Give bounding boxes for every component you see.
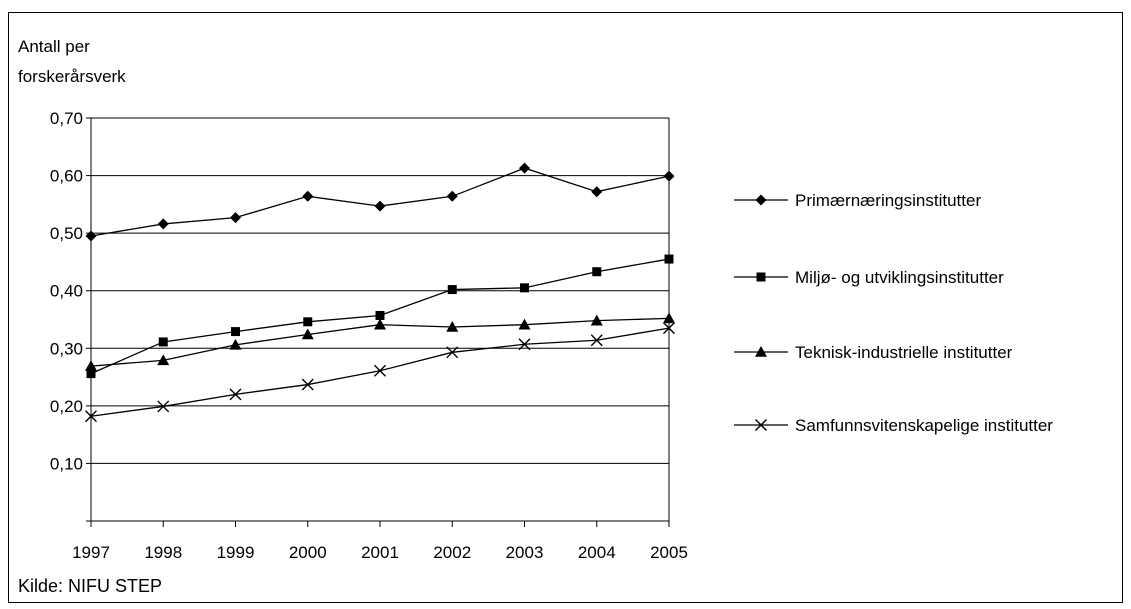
x-tick-label: 2004 [578, 543, 616, 562]
legend-label: Miljø- og utviklingsinstitutter [795, 268, 1004, 287]
x-marker-stroke [85, 410, 97, 423]
x-tick-label: 2000 [289, 543, 327, 562]
data-point [592, 267, 602, 277]
data-point [158, 337, 168, 347]
x-tick-label: 2003 [506, 543, 544, 562]
data-point [590, 314, 603, 326]
x-marker-stroke [590, 334, 603, 347]
data-point [664, 254, 674, 264]
data-point [663, 322, 675, 335]
x-tick-label: 2001 [361, 543, 399, 562]
y-tick-label: 0,60 [50, 167, 83, 186]
data-point [301, 378, 314, 391]
x-marker-stroke [755, 419, 767, 431]
series-square [86, 254, 674, 379]
data-point [447, 285, 457, 295]
data-point [157, 354, 170, 366]
x-marker-stroke [301, 378, 314, 391]
legend-entry: Samfunnsvitenskapelige institutter [734, 416, 1053, 435]
data-point [663, 312, 675, 324]
data-point [303, 317, 313, 327]
source-note: Kilde: NIFU STEP [18, 576, 163, 596]
data-point [229, 388, 242, 401]
x-tick-label: 2002 [433, 543, 471, 562]
data-point [518, 338, 531, 351]
legend-label: Teknisk-industrielle institutter [795, 343, 1013, 362]
data-point [302, 190, 314, 202]
y-tick-label: 0,20 [50, 397, 83, 416]
legend-marker [756, 272, 766, 282]
x-marker-stroke [374, 364, 386, 377]
y-tick-label: 0,10 [50, 454, 83, 473]
legend-label: Samfunnsvitenskapelige institutter [795, 416, 1053, 435]
data-point [85, 410, 97, 423]
data-point [446, 320, 459, 332]
data-point [518, 318, 531, 330]
x-marker-stroke [157, 400, 170, 413]
axis-layer: Antall per forskerårsverk 0,70 0,60 0,50 0,… [18, 37, 688, 562]
data-point [520, 283, 529, 293]
data-point [157, 218, 169, 230]
legend-entry: Miljø- og utviklingsinstitutter [734, 268, 1004, 287]
y-tick-label: 0,30 [50, 339, 83, 358]
x-tick-label: 1999 [217, 543, 255, 562]
data-point [374, 364, 386, 377]
legend-label: Primærnæringsinstitutter [795, 191, 981, 210]
y-tick-label: 0,50 [50, 224, 83, 243]
x-marker-stroke [663, 322, 675, 335]
y-axis-title-line1: Antall per [18, 37, 90, 56]
data-point [590, 334, 603, 347]
data-point [301, 328, 314, 340]
x-marker-stroke [446, 346, 459, 359]
data-point [85, 230, 97, 242]
legend-marker [755, 346, 767, 357]
data-point [374, 318, 386, 330]
data-point [229, 338, 242, 350]
data-point [663, 170, 675, 182]
x-marker-stroke [518, 338, 531, 351]
data-point [591, 186, 603, 198]
series-diamond [85, 162, 675, 242]
data-point [519, 162, 530, 174]
series-line [90, 327, 670, 417]
grid-layer [91, 117, 670, 521]
chart-frame [8, 12, 1123, 603]
data-point [86, 369, 96, 379]
data-point [375, 310, 385, 320]
y-axis-title-line2: forskerårsverk [18, 67, 126, 86]
data-point [230, 212, 241, 224]
x-marker-stroke [229, 388, 242, 401]
legend-entry: Teknisk-industrielle institutter [734, 343, 1013, 362]
legend-entry: Primærnæringsinstitutter [734, 191, 981, 210]
y-tick-label: 0,40 [50, 282, 83, 301]
data-point [374, 200, 386, 212]
legend-marker [755, 194, 767, 206]
x-tick-label: 2005 [650, 543, 688, 562]
y-tick-label: 0,70 [50, 109, 83, 128]
x-tick-label: 1998 [144, 543, 182, 562]
data-point [85, 360, 97, 371]
series-triangle [85, 312, 675, 371]
x-tick-label: 1997 [72, 543, 110, 562]
data-point [231, 327, 240, 337]
data-point [157, 400, 170, 413]
data-point [446, 190, 458, 202]
series-x [85, 322, 675, 423]
legend: Primærnæringsinstitutter Miljø- og utvikl… [734, 191, 1053, 435]
legend-marker [755, 419, 767, 431]
series-layer [85, 162, 675, 423]
data-point [446, 346, 459, 359]
